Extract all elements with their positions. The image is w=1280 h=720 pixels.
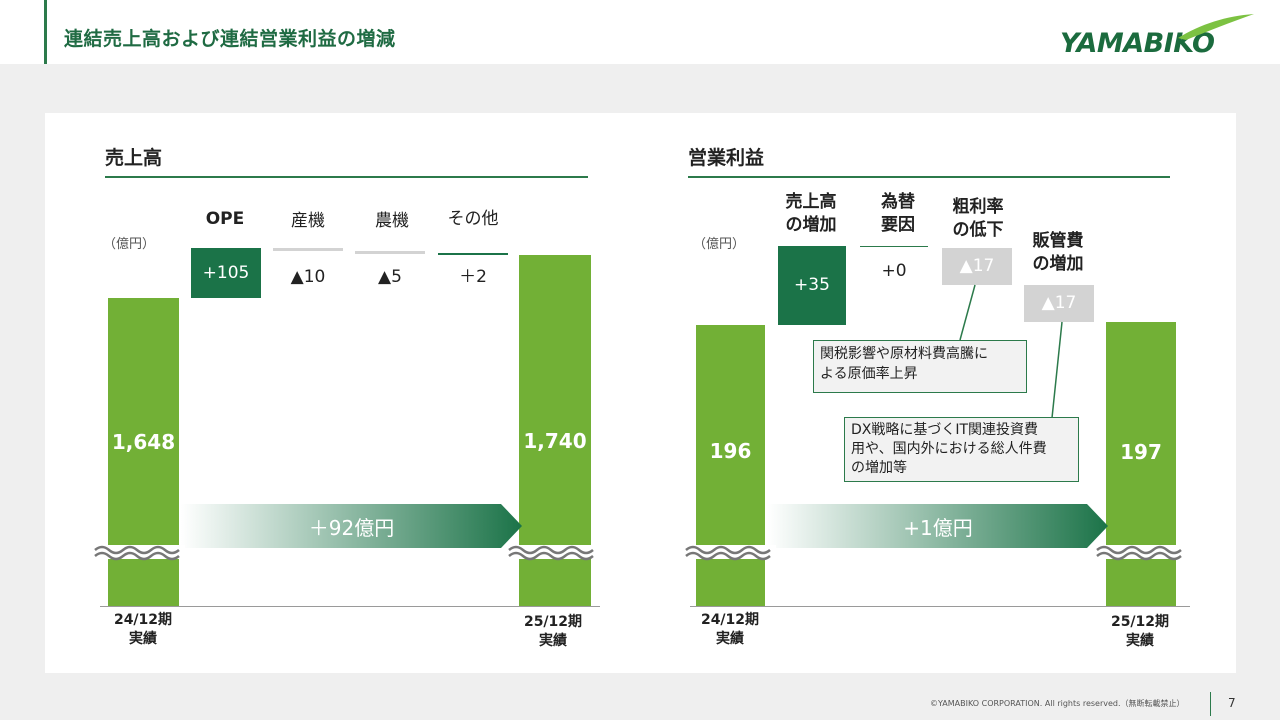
profit-change-text: +1億円 (903, 516, 973, 540)
profit-step-label-fx-l2: 要因 (881, 215, 915, 235)
sales-arrow-shape (181, 504, 522, 548)
profit-end-break-icon (1095, 545, 1189, 561)
sales-start-value: 1,648 (111, 430, 176, 454)
sales-step-label-industrial: 産機 (291, 211, 325, 231)
sales-start-period-year: 24/12期 (113, 612, 173, 628)
sales-step-other: ＋2 (459, 267, 487, 287)
profit-step-label-margin-l2: の低下 (952, 220, 1004, 240)
profit-step-label-sga: 販管費 の増加 (1022, 230, 1094, 276)
profit-start-period: 24/12期 実績 (685, 611, 775, 649)
profit-step-label-sga-l1: 販管費 (1032, 231, 1084, 251)
sales-end-period: 25/12期 実績 (508, 613, 598, 651)
sales-change-text: ＋92億円 (308, 516, 395, 540)
sales-step-agri: ▲5 (378, 267, 402, 287)
profit-step-margin: ▲17 (942, 248, 1012, 285)
profit-step-fx-line (860, 246, 928, 247)
profit-step-label-sales-l1: 売上高 (785, 192, 837, 212)
profit-end-period: 25/12期 実績 (1095, 613, 1185, 651)
footer-copyright: ©YAMABIKO CORPORATION. All rights reserv… (930, 699, 1185, 708)
content-panel: 売上高 （億円） OPE 産機 農機 その他 +105 ▲10 ▲5 ＋2 1,… (45, 113, 1236, 673)
sales-step-agri-line (355, 251, 425, 254)
profit-step-label-margin-l1: 粗利率 (952, 197, 1004, 217)
sales-start-period: 24/12期 実績 (98, 611, 188, 649)
profit-step-sga: ▲17 (1024, 285, 1094, 322)
sales-end-break-icon (507, 545, 601, 561)
sales-end-period-year: 25/12期 (523, 614, 583, 630)
profit-step-label-sales-l2: の増加 (785, 215, 837, 235)
profit-arrow-shape (768, 504, 1108, 548)
profit-step-fx: +0 (881, 261, 907, 281)
profit-end-period-type: 実績 (1126, 633, 1154, 649)
profit-start-break-icon (684, 545, 776, 561)
sales-end-value: 1,740 (523, 429, 587, 453)
logo-swoosh-icon (1178, 14, 1254, 40)
yamabiko-logo: YAMABIKO (1056, 12, 1256, 59)
sga-note-line2: 用や、国内外における総人件費 (851, 441, 1047, 457)
sga-increase-note: DX戦略に基づくIT関連投資費 用や、国内外における総人件費 の増加等 (844, 417, 1079, 482)
profit-step-label-sales: 売上高 の増加 (775, 191, 847, 237)
footer-divider (1210, 692, 1211, 716)
profit-step-label-fx-l1: 為替 (881, 192, 915, 212)
callout-leader-lines (959, 284, 1063, 419)
profit-step-label-fx: 為替 要因 (862, 191, 934, 237)
page-number: 7 (1228, 696, 1236, 710)
sales-change-arrow: ＋92億円 (181, 504, 522, 548)
profit-title-rule (688, 176, 1170, 178)
sga-note-line1: DX戦略に基づくIT関連投資費 (851, 422, 1039, 438)
margin-note-line2: よる原価率上昇 (820, 366, 918, 382)
margin-note-line1: 関税影響や原材料費高騰に (820, 346, 988, 362)
profit-start-period-type: 実績 (716, 631, 744, 647)
sales-step-other-line (438, 253, 508, 255)
sales-baseline (100, 606, 600, 607)
profit-end-value: 197 (1120, 440, 1162, 464)
sales-step-ope: +105 (191, 248, 261, 298)
sales-step-label-other: その他 (447, 209, 499, 229)
header-accent-bar (44, 0, 47, 64)
profit-start-value: 196 (709, 439, 752, 463)
profit-baseline (690, 606, 1190, 607)
sales-title-rule (105, 176, 588, 178)
slide-header: 連結売上高および連結営業利益の増減 YAMABIKO (0, 0, 1280, 64)
margin-decline-note: 関税影響や原材料費高騰に よる原価率上昇 (813, 340, 1027, 393)
slide-title: 連結売上高および連結営業利益の増減 (64, 28, 396, 50)
profit-unit-label: （億円） (693, 237, 746, 252)
profit-step-label-sga-l2: の増加 (1032, 254, 1084, 274)
sales-step-label-ope: OPE (205, 209, 245, 229)
sales-start-break-icon (93, 545, 185, 561)
profit-change-arrow: +1億円 (768, 504, 1108, 548)
profit-section-title: 営業利益 (688, 147, 765, 169)
sga-note-line3: の増加等 (851, 460, 907, 476)
sales-step-industrial: ▲10 (290, 267, 326, 287)
sales-section-title: 売上高 (105, 147, 163, 169)
sales-start-period-type: 実績 (129, 631, 157, 647)
profit-step-label-margin: 粗利率 の低下 (942, 196, 1014, 242)
sales-step-industrial-line (273, 248, 343, 251)
sales-end-period-type: 実績 (539, 633, 567, 649)
sales-step-label-agri: 農機 (375, 211, 409, 231)
profit-step-sales: +35 (778, 246, 846, 325)
profit-end-period-year: 25/12期 (1110, 614, 1170, 630)
profit-start-period-year: 24/12期 (700, 612, 760, 628)
sales-unit-label: （億円） (103, 237, 156, 252)
